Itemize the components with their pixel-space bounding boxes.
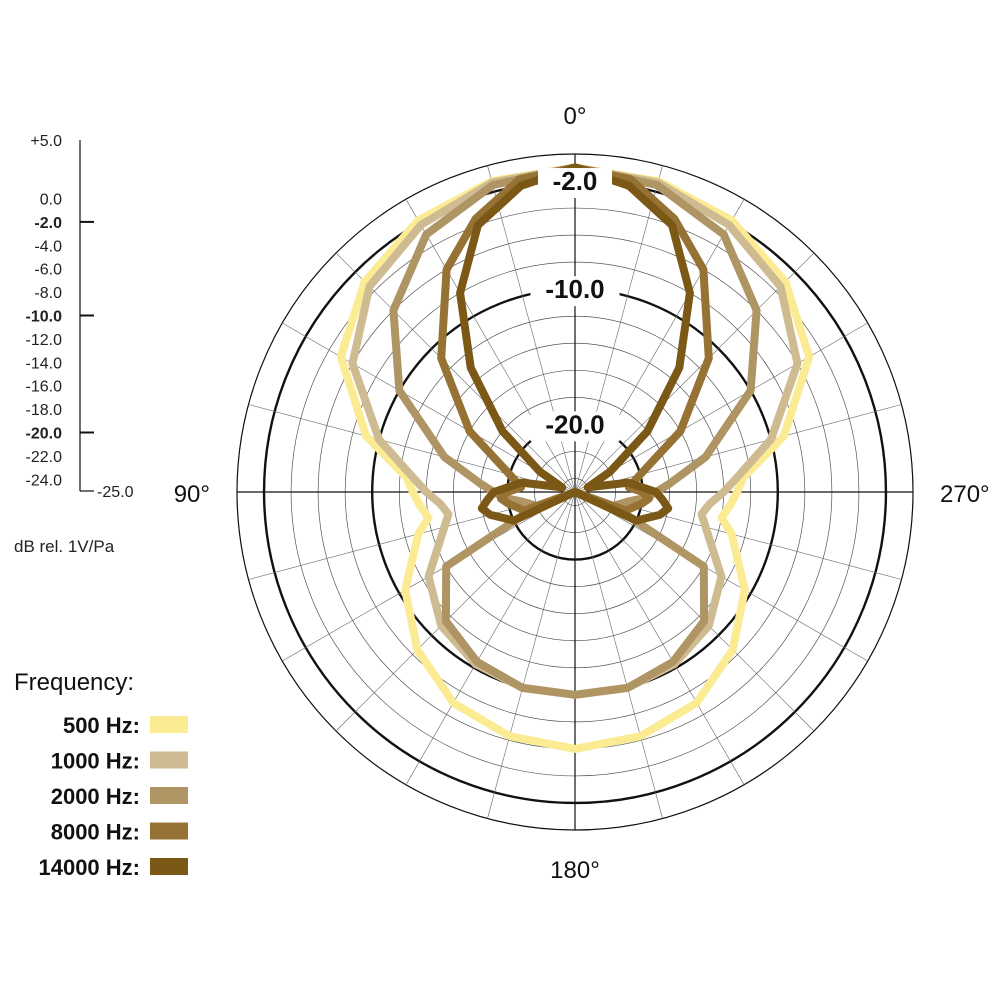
angle-label-90: 90° xyxy=(174,481,210,508)
scale-tick-label: -2.0 xyxy=(34,215,62,232)
ring-label: -2.0 xyxy=(553,166,598,196)
series-line-3 xyxy=(389,163,761,699)
legend-swatch xyxy=(150,787,188,804)
scale-tick-label: -10.0 xyxy=(26,309,63,326)
legend-swatch xyxy=(150,822,188,840)
angle-label-0: 0° xyxy=(564,103,587,130)
legend-title: Frequency: xyxy=(14,669,134,696)
scale-tick-label: -24.0 xyxy=(26,472,63,489)
legend-label: 500 Hz: xyxy=(63,713,140,738)
scale-tick-label: -8.0 xyxy=(34,285,62,302)
scale-tick-label: -18.0 xyxy=(26,402,63,419)
db-scale: +5.0 0.0 -2.0 -4.0 -6.0 -8.0 -10.0 -12.0 -14.0 -1… xyxy=(14,133,134,556)
scale-tick-label: -4.0 xyxy=(34,238,62,255)
legend-label: 2000 Hz: xyxy=(51,784,140,809)
scale-tick-label: -14.0 xyxy=(26,355,63,372)
ring-label-bg xyxy=(530,411,620,442)
scale-tick-label: -22.0 xyxy=(26,449,63,466)
ring-label: -10.0 xyxy=(545,274,604,304)
angle-label-180: 180° xyxy=(550,857,600,884)
polar-series xyxy=(336,163,814,753)
legend-label: 8000 Hz: xyxy=(51,820,140,845)
scale-tick-label: +5.0 xyxy=(30,133,62,150)
scale-tick-label: -25.0 xyxy=(97,484,134,501)
scale-tick-label: -16.0 xyxy=(26,379,63,396)
legend-swatch xyxy=(150,751,188,769)
ring-label: -20.0 xyxy=(545,409,604,439)
ring-label-bg xyxy=(538,168,612,199)
polar-labels: 0° 90° 180° 270° -2.0 -10.0 -20.0 xyxy=(174,103,990,884)
legend-swatch xyxy=(150,716,188,733)
scale-tick-label: -6.0 xyxy=(34,262,62,279)
angle-label-270: 270° xyxy=(940,481,990,508)
scale-tick-label: 0.0 xyxy=(40,192,62,209)
legend: Frequency: 500 Hz: 1000 Hz: 2000 Hz: 8000 Hz… xyxy=(14,669,188,880)
scale-tick-label: -20.0 xyxy=(26,426,63,443)
scale-tick-label: -12.0 xyxy=(26,332,63,349)
legend-swatch xyxy=(150,858,188,875)
legend-label: 1000 Hz: xyxy=(51,749,140,774)
series-line-1 xyxy=(336,163,814,753)
scale-unit-label: dB rel. 1V/Pa xyxy=(14,537,115,556)
legend-label: 14000 Hz: xyxy=(38,855,140,880)
ring-label-bg xyxy=(530,276,620,307)
series-line-5 xyxy=(456,163,694,525)
